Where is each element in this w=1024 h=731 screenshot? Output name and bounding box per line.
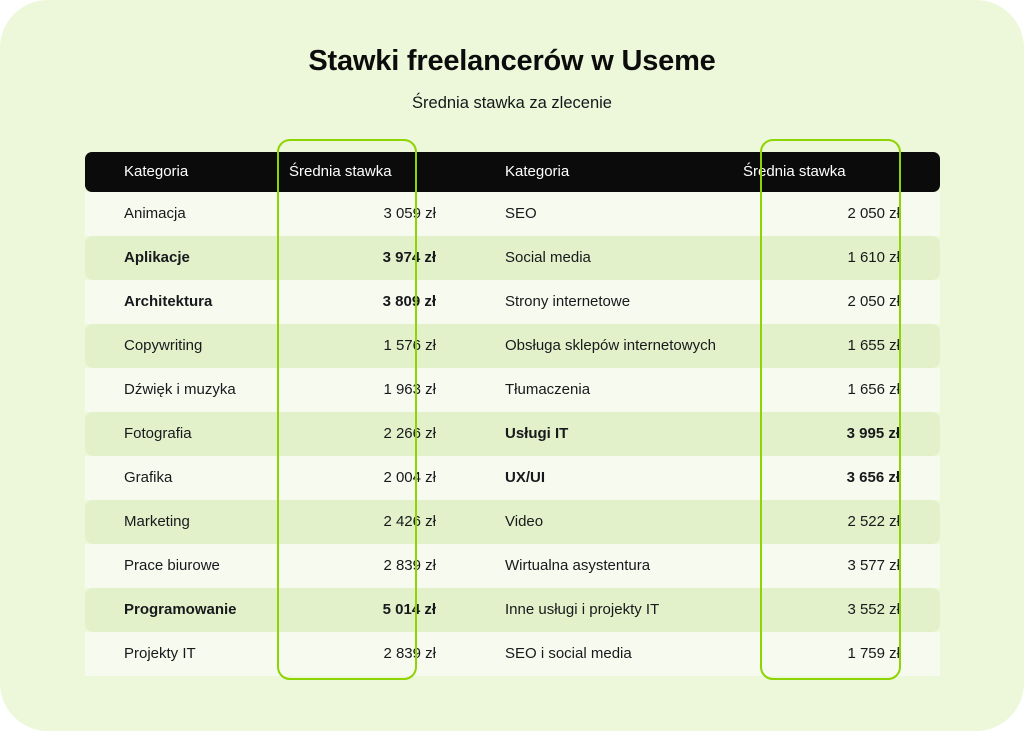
cell-rate-left: 1 963 zł — [383, 381, 436, 398]
table-row: Projekty IT 2 839 zł SEO i social media 1 7… — [85, 632, 940, 676]
cell-rate-left: 3 809 zł — [382, 293, 436, 310]
cell-category-right: Inne usługi i projekty IT — [505, 601, 660, 618]
heading-block: Stawki freelancerów w Useme Średnia staw… — [0, 42, 1024, 115]
cell-rate-left: 3 059 zł — [383, 205, 436, 222]
cell-rate-left: 2 839 zł — [383, 557, 436, 574]
cell-rate-right: 3 995 zł — [846, 425, 900, 442]
column-header-rate-left: Średnia stawka — [289, 163, 392, 180]
cell-rate-right: 3 552 zł — [847, 601, 900, 618]
cell-category-right: SEO i social media — [505, 645, 632, 662]
cell-category-right: Obsługa sklepów internetowych — [505, 337, 716, 354]
cell-rate-right: 2 522 zł — [847, 513, 900, 530]
cell-rate-left: 1 576 zł — [383, 337, 436, 354]
cell-rate-left: 2 266 zł — [383, 425, 436, 442]
cell-category-right: UX/UI — [505, 469, 546, 486]
cell-rate-left: 2 426 zł — [383, 513, 436, 530]
cell-category-right: Video — [505, 513, 544, 530]
table-row: Marketing 2 426 zł Video 2 522 zł — [85, 500, 940, 544]
cell-rate-right: 1 610 zł — [847, 249, 900, 266]
cell-category-left: Architektura — [124, 293, 213, 310]
cell-category-left: Fotografia — [124, 425, 192, 442]
cell-rate-right: 1 759 zł — [847, 645, 900, 662]
cell-category-right: Usługi IT — [505, 425, 569, 442]
cell-category-right: Tłumaczenia — [505, 381, 591, 398]
cell-category-left: Marketing — [124, 513, 190, 530]
cell-category-left: Copywriting — [124, 337, 203, 354]
table-row: Programowanie 5 014 zł Inne usługi i proje… — [85, 588, 940, 632]
page-subtitle: Średnia stawka za zlecenie — [412, 94, 612, 112]
table-row: Aplikacje 3 974 zł Social media 1 610 zł — [85, 236, 940, 280]
table-row: Architektura 3 809 zł Strony internetowe 2 … — [85, 280, 940, 324]
cell-category-right: Social media — [505, 249, 591, 266]
page-title: Stawki freelancerów w Useme — [308, 45, 716, 77]
cell-category-left: Projekty IT — [124, 645, 196, 662]
column-header-category-right: Kategoria — [505, 163, 570, 180]
cell-rate-right: 2 050 zł — [847, 293, 900, 310]
column-header-rate-right: Średnia stawka — [743, 163, 846, 180]
cell-rate-right: 2 050 zł — [847, 205, 900, 222]
cell-category-left: Grafika — [124, 469, 173, 486]
cell-rate-left: 5 014 zł — [382, 601, 436, 618]
cell-category-right: SEO — [505, 205, 537, 222]
table-row: Fotografia 2 266 zł Usługi IT 3 995 zł — [85, 412, 940, 456]
rates-table: Kategoria Średnia stawka Kategoria Średn… — [85, 152, 940, 676]
table-row: Animacja 3 059 zł SEO 2 050 zł — [85, 192, 940, 236]
table-header-row: Kategoria Średnia stawka Kategoria Średn… — [85, 152, 940, 192]
cell-category-left: Animacja — [124, 205, 186, 222]
cell-category-right: Wirtualna asystentura — [505, 557, 651, 574]
table-row: Prace biurowe 2 839 zł Wirtualna asystentu… — [85, 544, 940, 588]
cell-rate-left: 2 839 zł — [383, 645, 436, 662]
cell-rate-right: 1 656 zł — [847, 381, 900, 398]
cell-rate-right: 1 655 zł — [847, 337, 900, 354]
cell-rate-left: 2 004 zł — [383, 469, 436, 486]
cell-category-left: Prace biurowe — [124, 557, 220, 574]
cell-category-left: Aplikacje — [124, 249, 190, 266]
cell-category-right: Strony internetowe — [505, 293, 631, 310]
cell-category-left: Programowanie — [124, 601, 237, 618]
table-row: Grafika 2 004 zł UX/UI 3 656 zł — [85, 456, 940, 500]
table-row: Dźwięk i muzyka 1 963 zł Tłumaczenia 1 656 … — [85, 368, 940, 412]
cell-rate-right: 3 656 zł — [846, 469, 900, 486]
cell-rate-left: 3 974 zł — [382, 249, 436, 266]
table-row: Copywriting 1 576 zł Obsługa sklepów inter… — [85, 324, 940, 368]
cell-rate-right: 3 577 zł — [847, 557, 900, 574]
column-header-category-left: Kategoria — [124, 163, 189, 180]
cell-category-left: Dźwięk i muzyka — [124, 381, 236, 398]
